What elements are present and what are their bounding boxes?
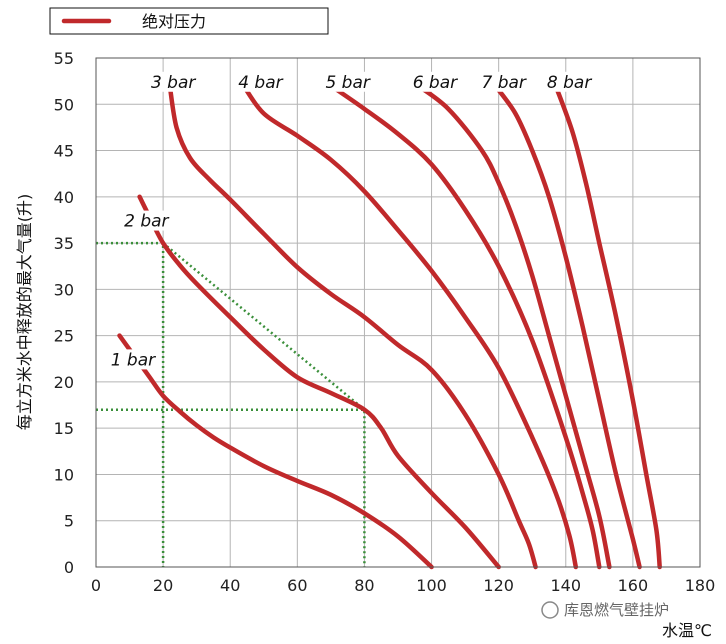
- y-tick-label: 15: [54, 419, 74, 438]
- series-line-5-bar: [328, 83, 602, 570]
- x-tick-label: 160: [618, 576, 649, 595]
- y-tick-label: 30: [54, 280, 74, 299]
- watermark-logo-icon: [541, 601, 559, 619]
- curve-label: 3 bar: [151, 73, 196, 93]
- watermark-text: 库恩燃气壁挂炉: [564, 601, 669, 619]
- x-tick-label: 60: [287, 576, 307, 595]
- x-tick-label: 120: [483, 576, 514, 595]
- curve-label-background: [106, 349, 159, 370]
- series-line-2-bar: [137, 194, 501, 570]
- curve-labels: 1 bar 2 bar 3 bar 4 bar 5 bar 6 bar 7 bar 8 bar: [106, 71, 596, 370]
- x-tick-label: 20: [153, 576, 173, 595]
- x-tick-label: 80: [354, 576, 374, 595]
- curve-label-background: [234, 71, 287, 92]
- guide-dotted-line: [96, 241, 165, 567]
- y-tick-label: 10: [54, 465, 74, 484]
- x-tick-label: 40: [220, 576, 240, 595]
- curve-label: 5 bar: [325, 73, 370, 93]
- y-tick-label: 20: [54, 373, 74, 392]
- curve-label-background: [543, 71, 596, 92]
- x-tick-label: 140: [551, 576, 582, 595]
- curve-label: 1 bar: [111, 350, 156, 370]
- curve-label-background: [408, 71, 461, 92]
- series-line-6-bar: [415, 83, 612, 570]
- guide-lines: [96, 241, 366, 567]
- series-line-7-bar: [493, 83, 642, 570]
- x-tick-label: 100: [416, 576, 447, 595]
- watermark: 库恩燃气壁挂炉: [541, 601, 669, 619]
- curve-label: 4 bar: [238, 73, 283, 93]
- y-tick-label: 25: [54, 327, 74, 346]
- curve-label-background: [147, 71, 200, 92]
- legend-label: 绝对压力: [142, 12, 206, 31]
- legend: 绝对压力: [49, 7, 329, 35]
- curve-label-background: [120, 210, 173, 231]
- tick-labels: 0 20 40 60 80 100 120 140 160 180 0 5 10 15 20 25 30 35 40…: [54, 49, 716, 595]
- curve-label-background: [321, 71, 374, 92]
- y-tick-label: 35: [54, 234, 74, 253]
- x-axis-title: 水温℃: [662, 621, 712, 640]
- y-tick-label: 40: [54, 188, 74, 207]
- curve-label: 7 bar: [481, 73, 526, 93]
- x-tick-label: 180: [685, 576, 716, 595]
- plot-frame: [95, 57, 701, 568]
- series-line-8-bar: [553, 83, 662, 570]
- curve-label: 8 bar: [547, 73, 592, 93]
- curve-label-background: [477, 71, 530, 92]
- x-tick-label: 0: [91, 576, 101, 595]
- curve-label: 2 bar: [124, 212, 169, 232]
- y-axis-title: 每立方米水中释放的最大气量(升): [15, 194, 34, 431]
- y-tick-label: 50: [54, 95, 74, 114]
- y-tick-label: 0: [64, 558, 74, 577]
- series-line-3-bar: [167, 83, 538, 570]
- y-tick-label: 45: [54, 142, 74, 161]
- y-tick-label: 55: [54, 49, 74, 68]
- series-line-1-bar: [117, 333, 434, 570]
- y-tick-label: 5: [64, 512, 74, 531]
- series-line-4-bar: [241, 83, 579, 570]
- curve-label: 6 bar: [413, 73, 458, 93]
- series: [117, 83, 662, 570]
- guide-dotted-line: [162, 242, 366, 411]
